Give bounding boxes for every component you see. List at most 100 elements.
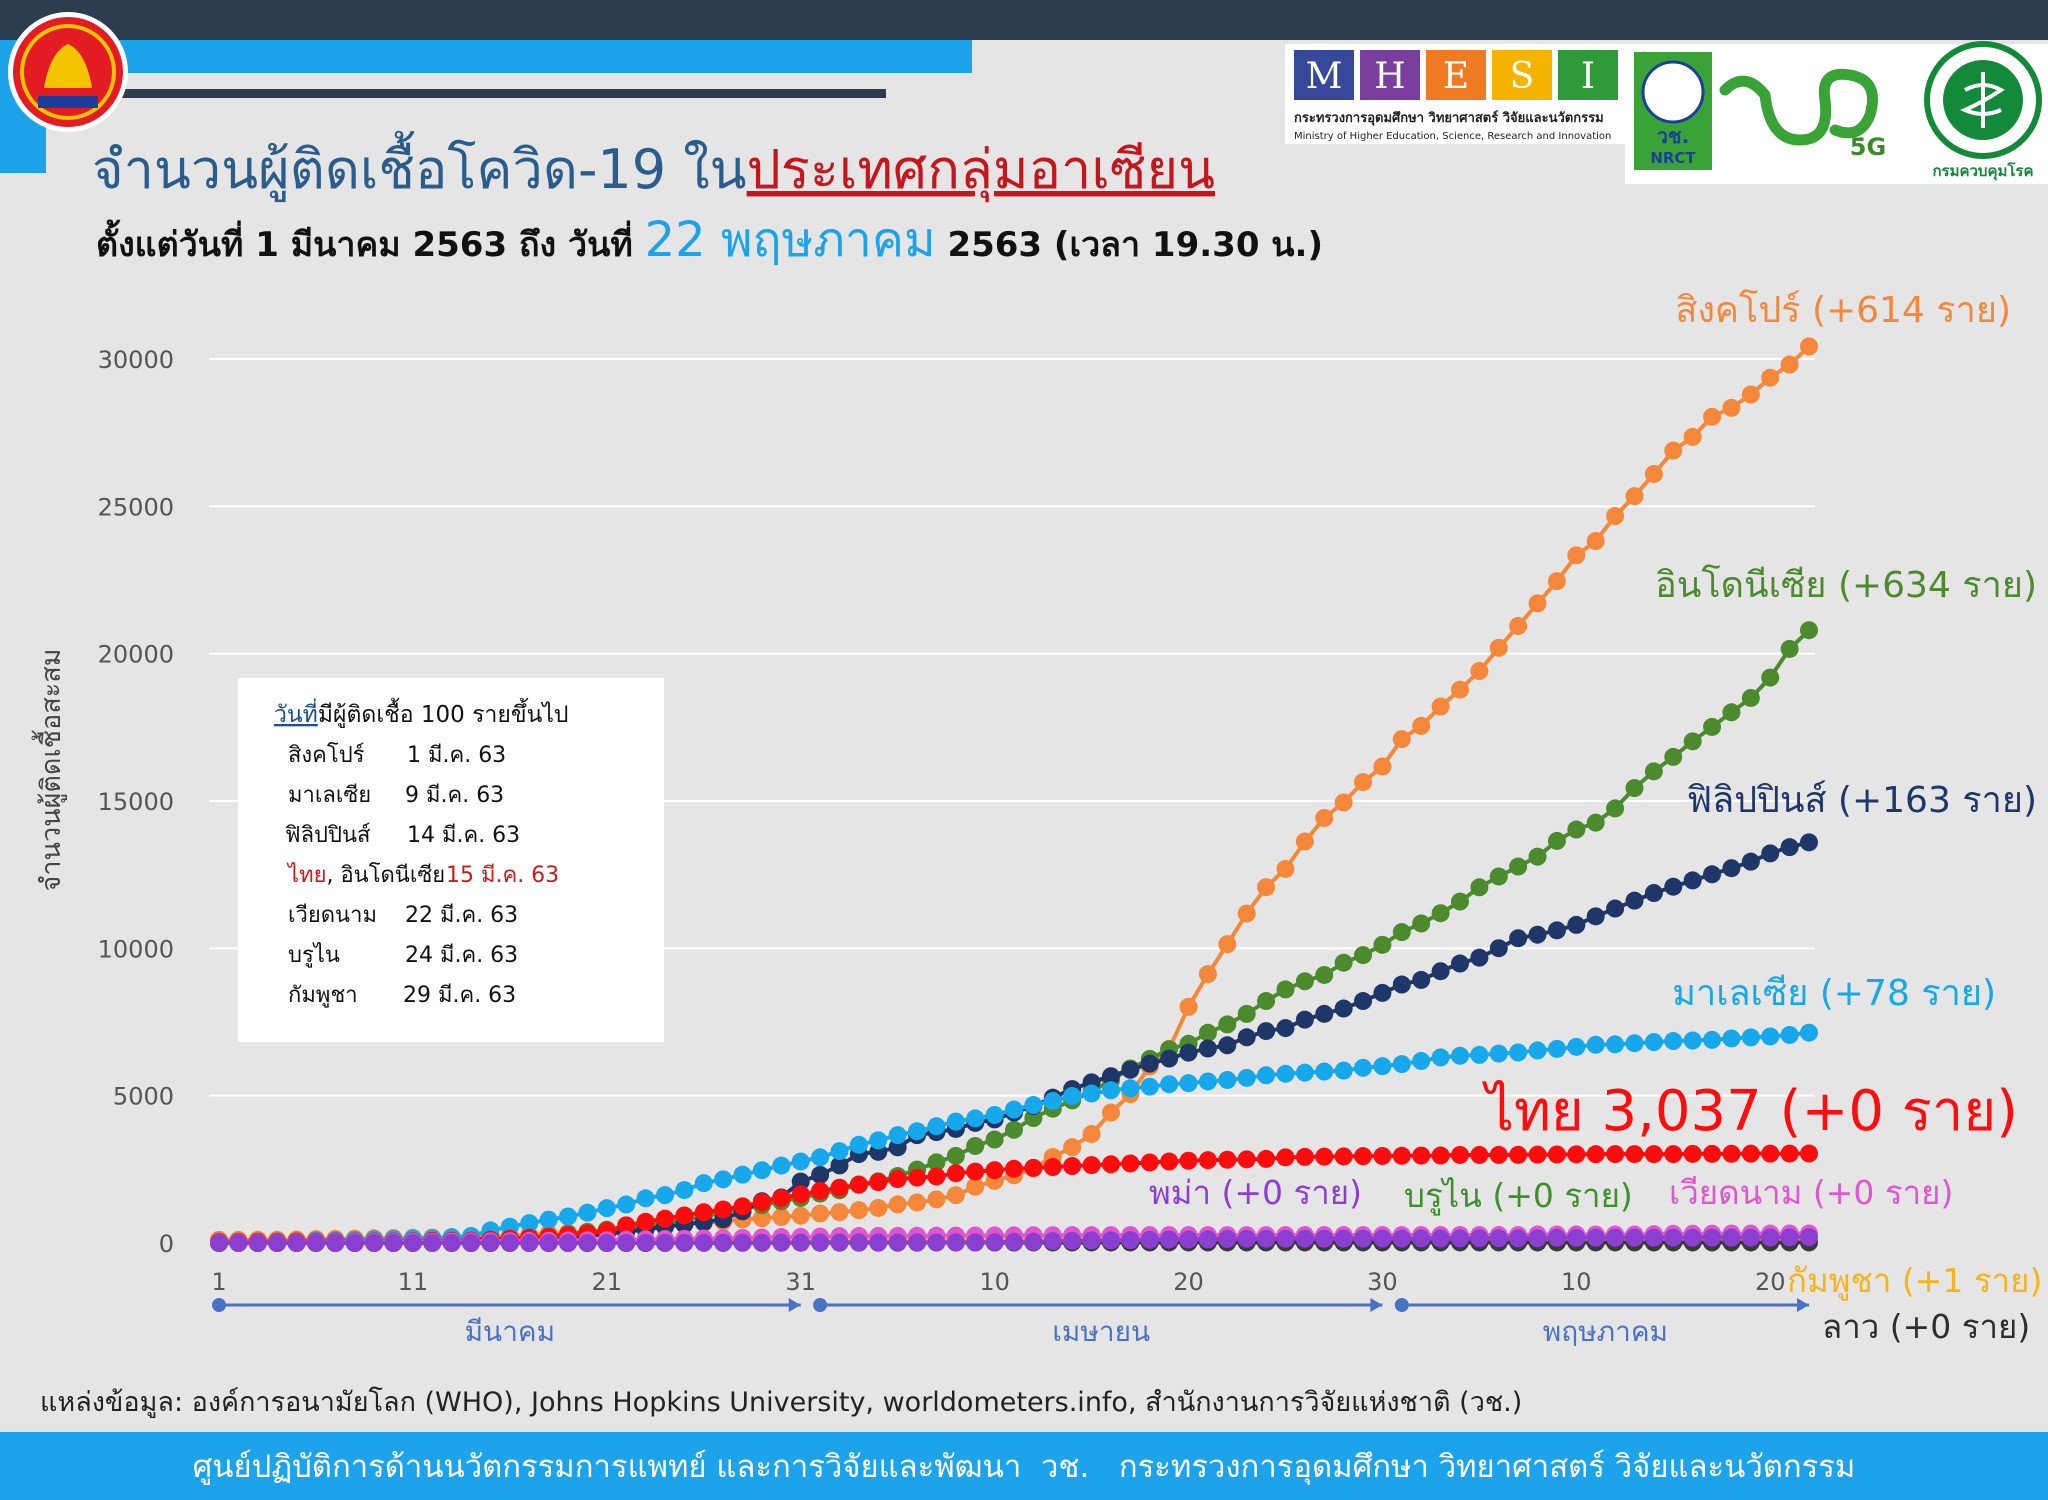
series-marker: [1295, 1229, 1314, 1248]
dark-band: [118, 89, 886, 98]
series-marker: [617, 1234, 636, 1252]
series-marker: [1547, 1039, 1566, 1058]
subtitle-part: 2563 (เวลา 19.30 น.): [936, 225, 1323, 265]
series-marker: [1800, 833, 1818, 852]
series-marker: [1043, 1232, 1062, 1251]
source-note: แหล่งข้อมูล: องค์การอนามัยโลก (WHO), Joh…: [40, 1386, 1522, 1418]
mhesi-block: [1294, 50, 1354, 100]
series-marker: [1470, 878, 1489, 897]
series-marker: [1780, 838, 1799, 857]
series-marker: [1257, 1066, 1276, 1085]
series-marker: [1198, 965, 1217, 984]
series-marker: [888, 1126, 907, 1145]
series-marker: [1392, 1055, 1411, 1074]
series-marker: [442, 1234, 461, 1252]
series-marker: [1412, 1146, 1431, 1165]
series-marker: [1547, 831, 1566, 850]
inset-country-rest: , อินโดนีเซีย: [326, 862, 445, 888]
series-marker: [559, 1234, 578, 1252]
inset-date: 24 มี.ค. 63: [405, 943, 518, 968]
series-marker: [1683, 1031, 1702, 1050]
series-marker: [1218, 1015, 1237, 1034]
series-marker: [1005, 1232, 1023, 1251]
month-label: พฤษภาคม: [1543, 1315, 1668, 1348]
series-marker: [946, 1186, 965, 1205]
x-tick-label: 10: [979, 1268, 1010, 1296]
series-marker: [1198, 1072, 1217, 1091]
series-marker: [1606, 899, 1625, 918]
nrct-th: วช.: [1657, 124, 1689, 148]
series-marker: [1683, 1228, 1702, 1247]
series-marker: [1567, 1145, 1586, 1164]
series-marker: [1412, 914, 1431, 933]
series-marker: [1470, 1045, 1489, 1064]
series-marker: [1741, 688, 1760, 707]
inset-title: วันที่มีผู้ติดเชื้อ 100 รายขึ้นไป: [274, 698, 569, 728]
series-marker: [908, 1122, 927, 1141]
mhesi-block: [1558, 50, 1618, 100]
series-marker: [1722, 1144, 1741, 1163]
series-marker: [811, 1148, 830, 1167]
series-marker: [520, 1234, 539, 1252]
series-marker: [1509, 1043, 1528, 1062]
ddc-emblem-symbol: [1960, 72, 2005, 128]
series-marker: [520, 1214, 539, 1233]
series-marker: [1489, 867, 1508, 886]
inset-country: บรูไน: [288, 942, 340, 968]
five-g: 5G: [1850, 133, 1886, 161]
series-marker: [1179, 1074, 1198, 1093]
series-marker: [1489, 939, 1508, 958]
series-marker: [1160, 1049, 1179, 1068]
series-marker: [1431, 1048, 1450, 1067]
series-marker: [888, 1233, 907, 1252]
series-marker: [636, 1212, 655, 1231]
series-marker: [1450, 892, 1469, 911]
series-marker: [733, 1233, 752, 1252]
series-marker: [1450, 954, 1469, 973]
series-marker: [1528, 594, 1547, 613]
series-marker: [1334, 1147, 1353, 1166]
series-marker: [1315, 1147, 1334, 1166]
series-marker: [1703, 865, 1722, 884]
series-marker: [1179, 1151, 1198, 1170]
series-marker: [1257, 1022, 1276, 1041]
series-marker: [1761, 1228, 1780, 1247]
series-marker: [1373, 757, 1392, 776]
series-marker: [1528, 1229, 1547, 1248]
inset-date: 22 มี.ค. 63: [405, 903, 518, 928]
mhesi-block: [1492, 50, 1552, 100]
series-marker: [1509, 929, 1528, 948]
series-marker: [1063, 1157, 1082, 1176]
series-marker: [1606, 1035, 1625, 1054]
series-marker: [1237, 1150, 1256, 1169]
series-marker: [1664, 1032, 1683, 1051]
series-marker: [1625, 891, 1644, 910]
series-label: ไทย 3,037 (+0 ราย): [1482, 1079, 2018, 1144]
series-marker: [1586, 1035, 1605, 1054]
series-marker: [1179, 1043, 1198, 1062]
series-marker: [1528, 847, 1547, 866]
series-marker: [1800, 1228, 1818, 1247]
series-marker: [1101, 1067, 1120, 1086]
series-marker: [384, 1234, 403, 1252]
series-marker: [714, 1170, 733, 1189]
series-marker: [1644, 884, 1663, 903]
series-marker: [1315, 1229, 1334, 1248]
series-marker: [306, 1234, 325, 1252]
series-marker: [1121, 1079, 1140, 1098]
series-marker: [1547, 921, 1566, 940]
month-start: [1394, 1298, 1409, 1312]
series-marker: [1005, 1100, 1023, 1119]
series-marker: [966, 1233, 985, 1252]
series-marker: [1373, 1146, 1392, 1165]
series-marker: [1295, 832, 1314, 851]
series-marker: [1082, 1084, 1101, 1103]
series-marker: [1198, 1039, 1217, 1058]
month-label: เมษายน: [1052, 1315, 1150, 1348]
inset-title-rest: มีผู้ติดเชื้อ 100 รายขึ้นไป: [318, 698, 569, 728]
ministry-th: กระทรวงการอุดมศึกษา วิทยาศาสตร์ วิจัยและ…: [1294, 110, 1604, 126]
series-marker: [1334, 953, 1353, 972]
series-marker: [1373, 935, 1392, 954]
y-tick-label: 10000: [98, 935, 174, 963]
